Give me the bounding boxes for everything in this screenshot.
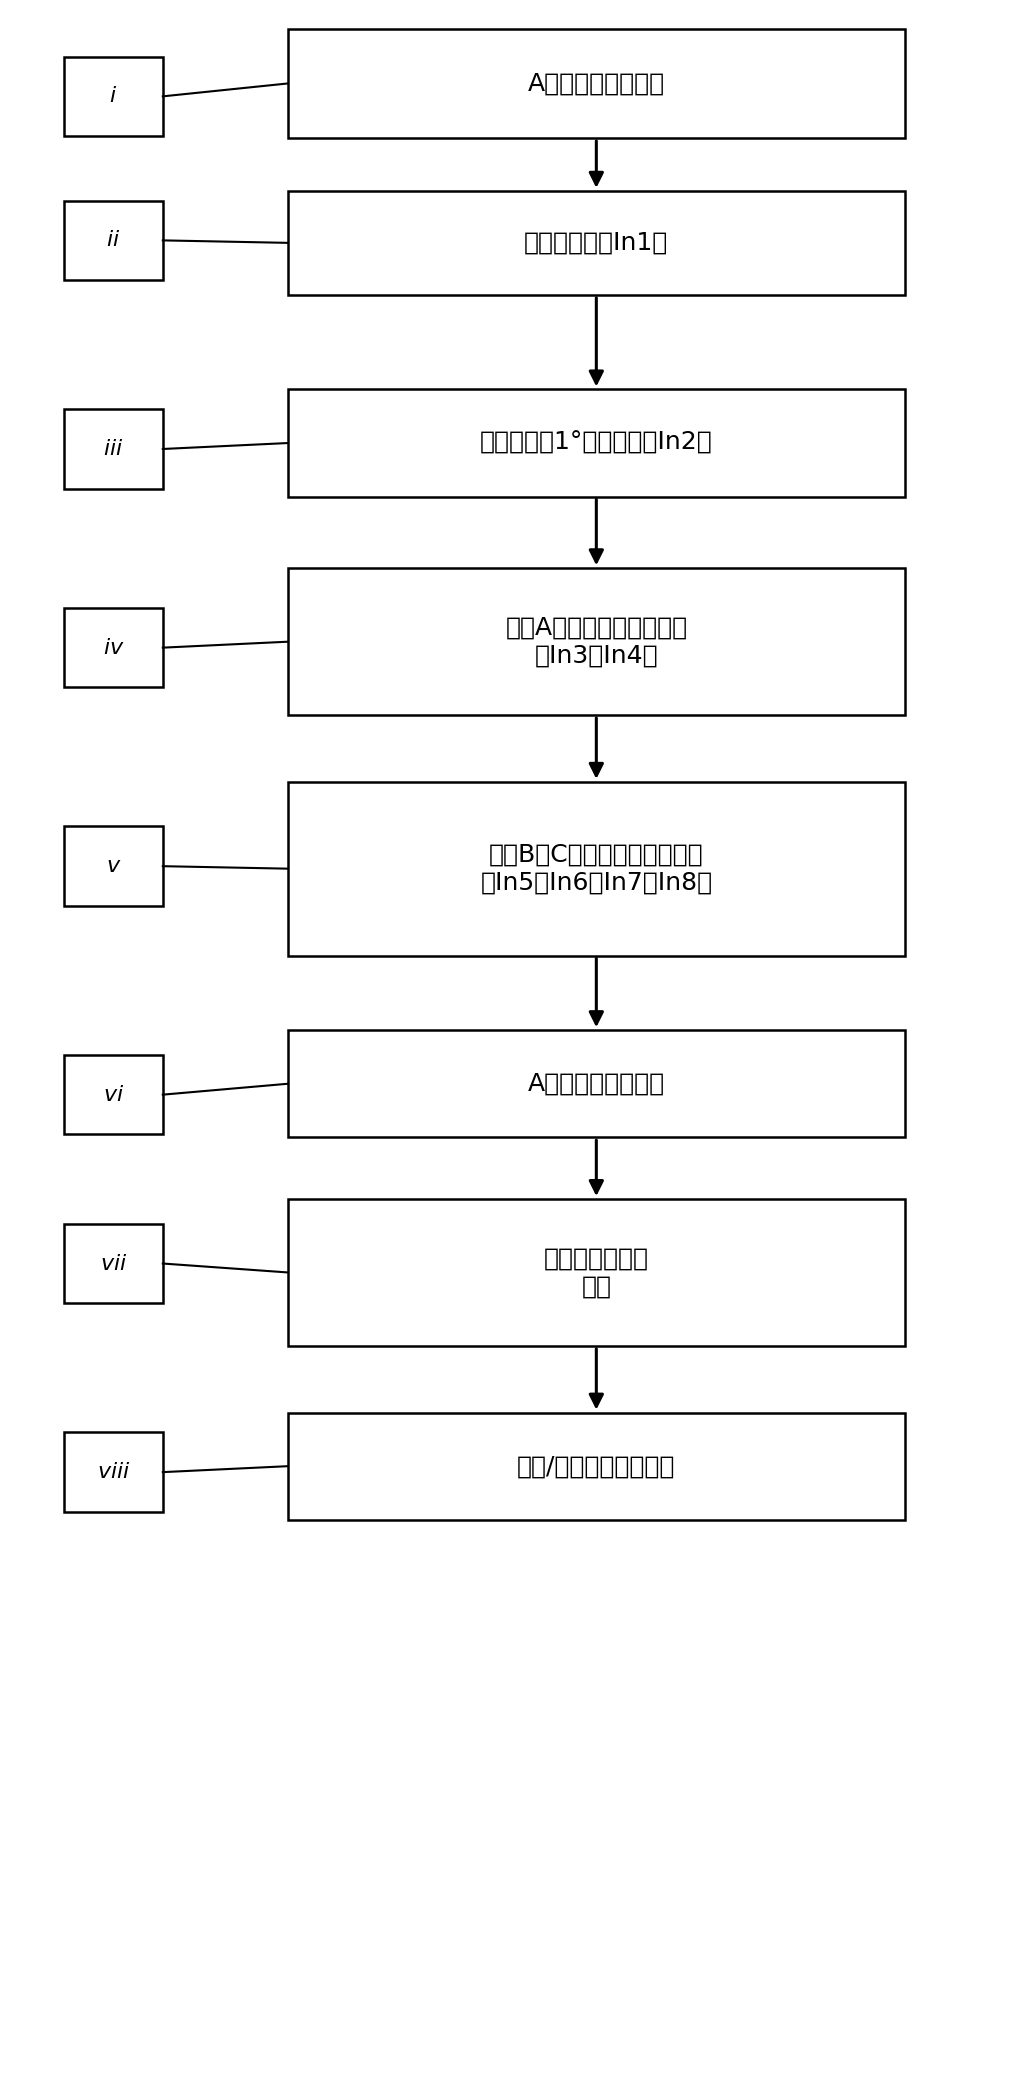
Bar [288,568,904,716]
Text: $\mathit{vi}$: $\mathit{vi}$ [103,1085,124,1104]
Bar [64,1432,162,1511]
Bar [288,190,904,294]
Text: 计算B、C相上、下管开关时间
（In5、In6、In7、In8）: 计算B、C相上、下管开关时间 （In5、In6、In7、In8） [480,843,712,895]
Text: $\mathit{vii}$: $\mathit{vii}$ [100,1254,127,1273]
Text: $\mathit{i}$: $\mathit{i}$ [109,86,118,106]
Bar [288,1198,904,1346]
Text: 计算A相上、下管开关时间
（In3、In4）: 计算A相上、下管开关时间 （In3、In4） [505,616,688,668]
Text: 定时器计时进入
中断: 定时器计时进入 中断 [544,1246,649,1298]
Text: 开通/关断相应相开关管: 开通/关断相应相开关管 [517,1455,676,1478]
Bar [288,390,904,497]
Text: $\mathit{v}$: $\mathit{v}$ [105,856,122,877]
Bar [64,1223,162,1302]
Text: A相上升沿捕获中断: A相上升沿捕获中断 [527,71,665,96]
Bar [288,29,904,138]
Bar [288,1413,904,1519]
Bar [64,826,162,906]
Bar [288,1031,904,1137]
Bar [288,783,904,956]
Bar [64,200,162,280]
Text: $\mathit{ii}$: $\mathit{ii}$ [106,230,121,250]
Text: A相下降沿捕获中断: A相下降沿捕获中断 [527,1073,665,1096]
Text: $\mathit{iii}$: $\mathit{iii}$ [103,438,124,459]
Bar [64,56,162,136]
Text: 获取捕获值（In1）: 获取捕获值（In1） [524,232,668,255]
Text: $\mathit{iv}$: $\mathit{iv}$ [102,639,125,657]
Text: $\mathit{viii}$: $\mathit{viii}$ [97,1463,130,1482]
Bar [64,607,162,687]
Bar [64,1054,162,1135]
Text: 计算电机转1°所用时间（In2）: 计算电机转1°所用时间（In2） [480,432,712,455]
Bar [64,409,162,488]
